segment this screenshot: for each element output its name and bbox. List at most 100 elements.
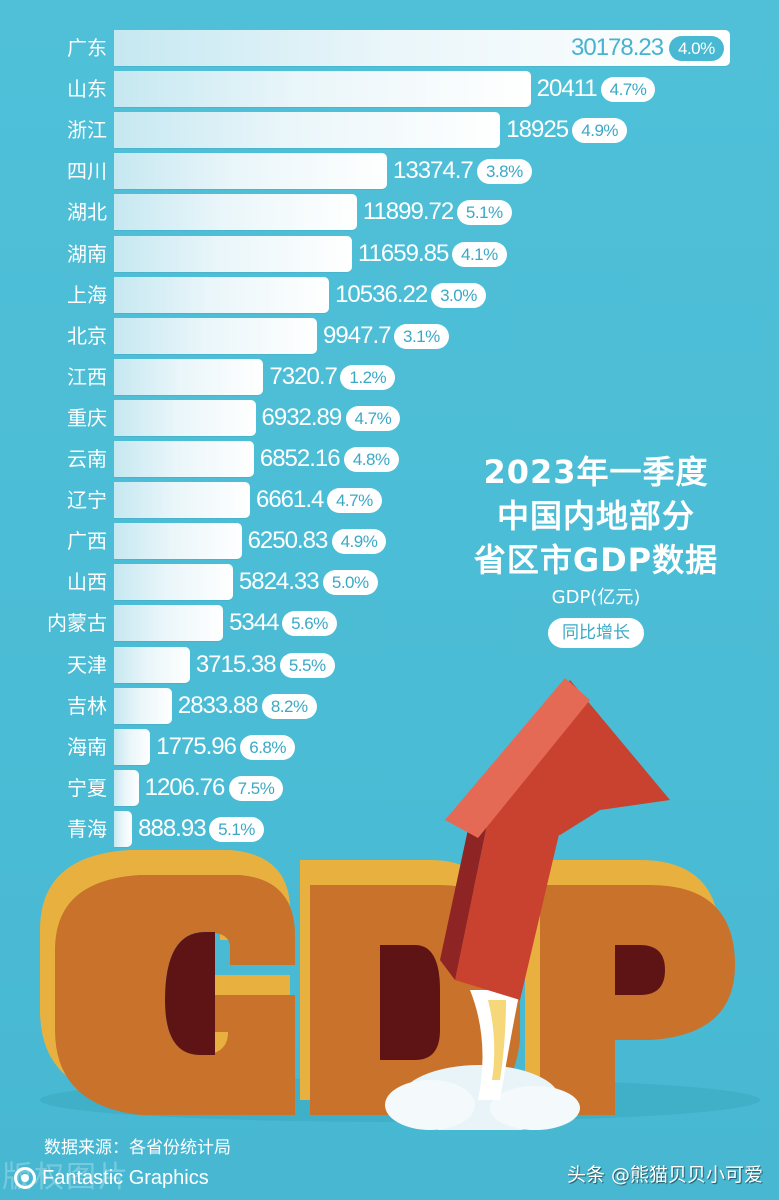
bar-row: 重庆 6932.89 4.7%: [0, 399, 779, 436]
growth-badge: 3.8%: [477, 159, 532, 185]
gdp-value: 1775.96: [156, 732, 237, 760]
growth-badge: 4.0%: [669, 36, 724, 61]
gdp-bar: [114, 646, 190, 683]
province-label: 辽宁: [67, 488, 107, 513]
title-line-1: 2023年一季度: [483, 453, 709, 491]
brand-credit: Fantastic Graphics: [14, 1164, 209, 1192]
bar-row: 辽宁 6661.4 4.7%: [0, 482, 779, 519]
bar-row: 宁夏 1206.76 7.5%: [0, 769, 779, 806]
growth-badge: 5.1%: [456, 200, 512, 226]
growth-badge: 5.0%: [322, 570, 378, 596]
title-line-2: 中国内地部分: [496, 497, 695, 535]
bar-row: 江西 7320.7 1.2%: [0, 358, 779, 395]
gdp-bar: [114, 523, 242, 560]
growth-badge: 5.6%: [282, 611, 337, 637]
bar-row: 云南 6852.16 4.8%: [0, 441, 779, 477]
brand-name: Fantastic Graphics: [42, 1167, 209, 1189]
gdp-bar: [114, 399, 256, 436]
growth-badge: 4.8%: [343, 447, 399, 472]
growth-badge: 5.5%: [279, 652, 335, 678]
data-source-note: 数据来源：各省份统计局: [44, 1138, 231, 1158]
growth-badge: 4.7%: [326, 488, 382, 514]
province-label: 湖南: [67, 241, 107, 266]
gdp-value: 20411: [536, 75, 598, 103]
gdp-value: 6932.89: [261, 403, 343, 431]
growth-badge: 8.2%: [261, 693, 317, 719]
gdp-value: 30178.23: [571, 34, 664, 61]
bar-row: 湖南 11659.85 4.1%: [0, 235, 779, 272]
province-label: 内蒙古: [47, 611, 107, 636]
province-label: 宁夏: [67, 775, 107, 800]
gdp-letters-icon: [40, 850, 760, 1122]
province-label: 江西: [67, 364, 107, 389]
growth-badge: 7.5%: [228, 775, 284, 801]
province-label: 上海: [67, 282, 107, 307]
gdp-bar: [114, 317, 318, 354]
gdp-bar: [114, 235, 352, 272]
bar-row: 山东 20411 4.7%: [0, 71, 779, 108]
province-label: 山东: [67, 77, 107, 102]
province-label: 海南: [67, 734, 107, 759]
growth-badge: 4.9%: [331, 529, 387, 555]
growth-badge: 6.8%: [240, 734, 295, 760]
title-line-3: 省区市GDP数据: [473, 541, 719, 579]
gdp-bar: [114, 769, 139, 806]
author-watermark: 头条 @熊猫贝贝小可爱: [566, 1164, 763, 1186]
growth-badge: 4.9%: [572, 118, 628, 144]
gdp-value: 2833.88: [177, 691, 259, 719]
gdp-bar: [114, 112, 501, 149]
bar-row: 海南 1775.96 6.8%: [0, 728, 779, 765]
bar-row: 北京 9947.7 3.1%: [0, 317, 779, 354]
gdp-value: 9947.7: [323, 321, 391, 349]
gdp-bar: [114, 687, 172, 724]
province-label: 北京: [67, 323, 107, 348]
gdp-value: 3715.38: [195, 650, 277, 678]
gdp-value: 13374.7: [393, 157, 474, 185]
growth-badge: 4.1%: [452, 241, 507, 267]
province-label: 四川: [67, 159, 107, 184]
gdp-bar: [114, 194, 357, 231]
gdp-value: 1206.76: [144, 773, 226, 801]
bar-row: 青海 888.93 5.1%: [0, 810, 779, 847]
province-label: 重庆: [67, 405, 107, 430]
rocket-arrow-icon: [385, 678, 670, 1130]
bar-row: 浙江 18925 4.9%: [0, 112, 779, 149]
gdp-value: 6852.16: [259, 445, 341, 472]
province-label: 广西: [67, 529, 107, 554]
growth-badge: 1.2%: [340, 364, 396, 390]
gdp-bar: [114, 441, 254, 477]
gdp-bar: [114, 30, 730, 66]
gdp-bar: [114, 153, 387, 190]
bar-row: 广西 6250.83 4.9%: [0, 523, 779, 560]
gdp-value: 5824.33: [238, 568, 320, 596]
province-label: 山西: [67, 570, 107, 595]
bar-row: 吉林 2833.88 8.2%: [0, 687, 779, 724]
gdp-bar: [114, 276, 330, 313]
growth-badge: 3.1%: [394, 323, 449, 349]
bar-row: 天津 3715.38 5.5%: [0, 646, 779, 683]
province-label: 天津: [67, 652, 107, 677]
gdp-bar: [114, 728, 151, 765]
bar-row: 内蒙古 5344 5.6%: [0, 605, 779, 642]
province-label: 浙江: [67, 118, 107, 143]
growth-badge: 5.1%: [209, 816, 264, 842]
gdp-value: 888.93: [138, 814, 206, 842]
chart-title-block: 2023年一季度 中国内地部分 省区市GDP数据 GDP(亿元) 同比增长: [446, 450, 746, 648]
legend-growth-pill: 同比增长: [548, 618, 644, 648]
gdp-bar: [114, 810, 133, 847]
province-label: 广东: [67, 36, 107, 60]
gdp-value: 6250.83: [247, 527, 329, 555]
gdp-value: 11659.85: [358, 239, 449, 267]
gdp-value: 10536.22: [335, 280, 428, 308]
bar-row: 湖北 11899.72 5.1%: [0, 194, 779, 231]
bar-row: 上海 10536.22 3.0%: [0, 276, 779, 313]
gdp-bar: [114, 564, 233, 601]
growth-badge: 4.7%: [345, 405, 401, 431]
gdp-bar: [114, 605, 224, 642]
province-label: 青海: [67, 816, 107, 841]
province-label: 云南: [67, 447, 107, 471]
gdp-value: 18925: [506, 116, 569, 144]
bar-row: 山西 5824.33 5.0%: [0, 564, 779, 601]
gdp-value: 6661.4: [255, 486, 324, 514]
